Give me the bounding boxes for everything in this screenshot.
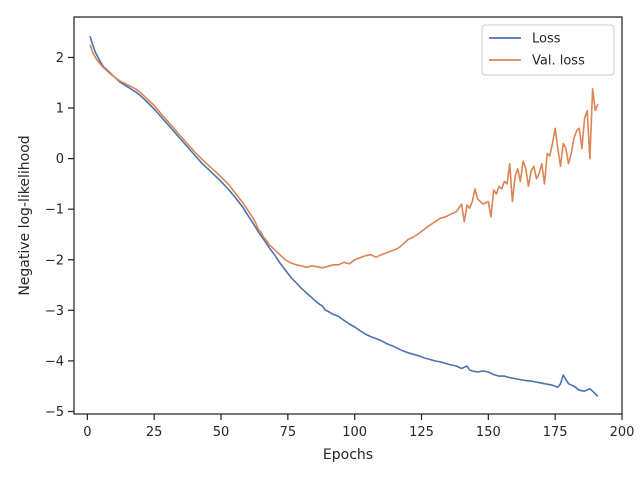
x-tick-label: 125	[409, 425, 434, 440]
x-tick-label: 175	[543, 425, 568, 440]
legend-label-loss: Loss	[532, 32, 561, 47]
x-tick-label: 25	[146, 425, 163, 440]
y-axis-label: Negative log-likelihood	[17, 135, 33, 295]
y-tick-label: −5	[45, 405, 64, 420]
x-tick-label: 75	[280, 425, 297, 440]
y-tick-label: 2	[56, 51, 64, 66]
x-tick-label: 150	[476, 425, 501, 440]
y-tick-label: 0	[56, 152, 64, 167]
x-tick-label: 100	[342, 425, 367, 440]
series-line-loss	[89, 35, 599, 397]
series-line-val-loss	[89, 44, 599, 269]
y-tick-label: −4	[45, 354, 64, 369]
x-axis-label: Epochs	[323, 447, 373, 463]
plot-frame	[73, 16, 623, 415]
series-lines	[89, 35, 599, 397]
y-tick-label: −1	[45, 203, 64, 218]
legend: Loss Val. loss	[481, 24, 615, 76]
ticks-layer: 0 25 50 75 100 125 150 175 200 −5 −4 −3 −2 −1 0 1 2	[45, 51, 635, 440]
y-tick-label: −2	[45, 253, 64, 268]
x-tick-label: 50	[213, 425, 230, 440]
x-tick-label: 0	[83, 425, 91, 440]
y-tick-label: −3	[45, 304, 64, 319]
y-tick-label: 1	[56, 102, 64, 117]
legend-label-val-loss: Val. loss	[532, 54, 585, 69]
x-tick-label: 200	[610, 425, 635, 440]
